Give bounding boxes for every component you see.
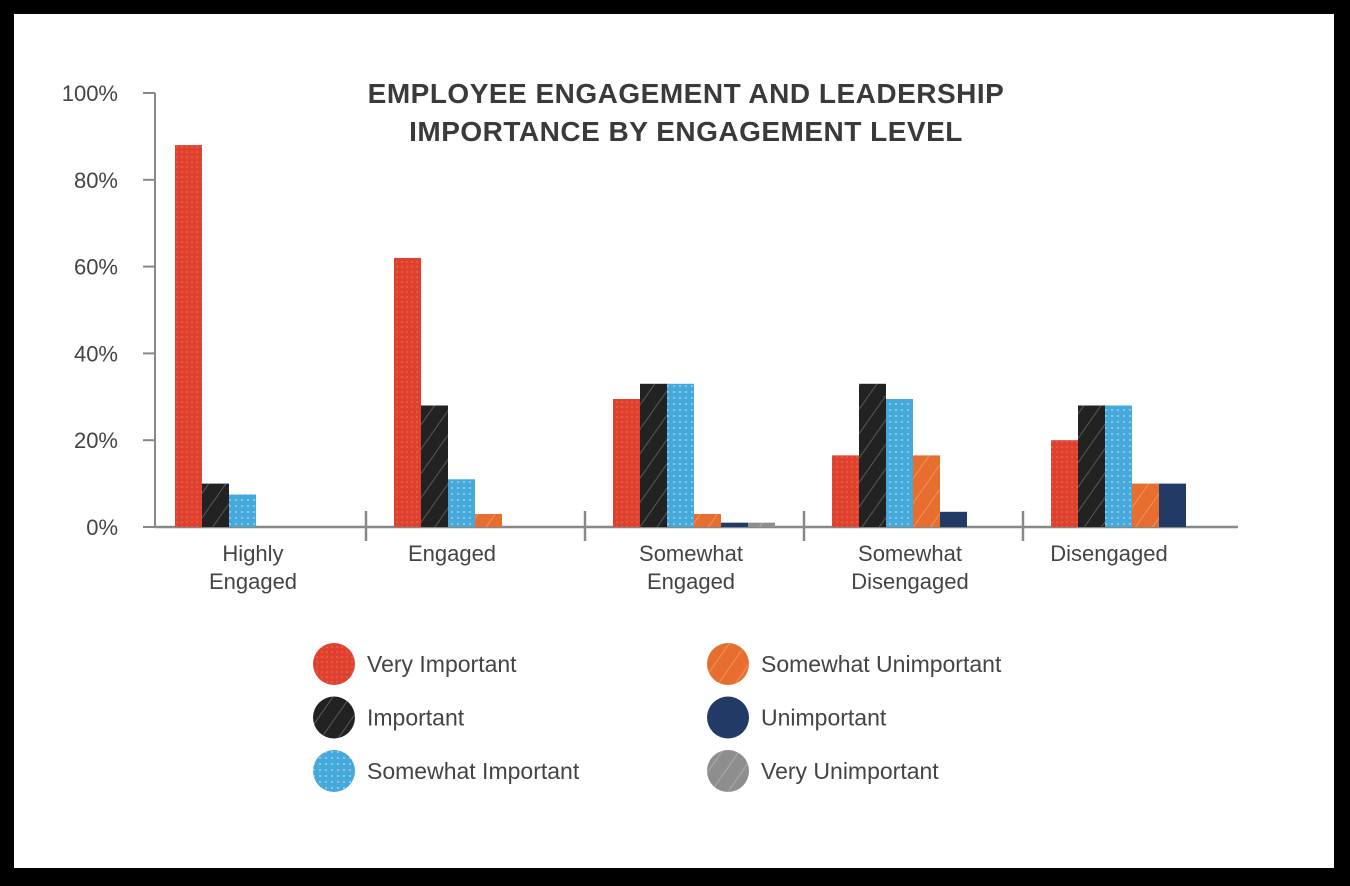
bar-texture (640, 383, 667, 527)
bar-texture (613, 398, 640, 527)
legend-swatch-texture (313, 696, 355, 739)
legend-label: Very Unimportant (761, 758, 939, 784)
y-tick-label: 100% (62, 81, 118, 106)
bar-unimportant (940, 511, 967, 527)
legend-label: Unimportant (761, 705, 887, 731)
x-category-label: Disengaged (851, 569, 968, 594)
x-category-label: Engaged (647, 569, 735, 594)
bar-texture (748, 522, 775, 527)
bar-texture (229, 494, 256, 527)
y-tick-label: 80% (74, 168, 118, 193)
bar-texture (202, 483, 229, 527)
bar-texture (1105, 405, 1132, 527)
legend-swatch-texture (313, 643, 355, 685)
x-category-label: Somewhat (858, 541, 962, 566)
y-tick-label: 60% (74, 255, 118, 280)
bar-texture (175, 145, 202, 527)
x-category-label: Engaged (408, 541, 496, 566)
bar-unimportant (721, 522, 748, 527)
bar-texture (1132, 483, 1159, 527)
legend-label: Somewhat Important (367, 758, 580, 784)
bar-texture (832, 455, 859, 527)
bar-texture (1078, 405, 1105, 527)
bar-texture (448, 479, 475, 527)
legend-label: Very Important (367, 651, 517, 677)
x-category-label: Highly (222, 541, 283, 566)
legend-label: Important (367, 705, 465, 731)
bar-texture (475, 513, 502, 527)
bar-texture (1051, 440, 1078, 527)
chart-title-line-2: IMPORTANCE BY ENGAGEMENT LEVEL (409, 116, 963, 147)
bar-texture (886, 398, 913, 527)
bar-texture (859, 383, 886, 527)
bar-texture (913, 455, 940, 527)
x-category-label: Disengaged (1050, 541, 1167, 566)
bar-unimportant (1159, 483, 1186, 527)
bar-texture (421, 405, 448, 527)
legend-swatch-texture (707, 643, 749, 685)
legend-swatch-texture (707, 750, 749, 792)
x-category-label: Somewhat (639, 541, 743, 566)
bar-texture (667, 383, 694, 527)
legend-swatch (707, 696, 749, 739)
y-tick-label: 20% (74, 428, 118, 453)
legend-swatch-texture (313, 750, 355, 792)
y-tick-label: 40% (74, 341, 118, 366)
x-category-label: Engaged (209, 569, 297, 594)
y-tick-label: 0% (86, 515, 118, 540)
chart-title-line-1: EMPLOYEE ENGAGEMENT AND LEADERSHIP (368, 78, 1005, 109)
legend-label: Somewhat Unimportant (761, 651, 1002, 677)
bar-texture (694, 513, 721, 527)
bar-texture (394, 257, 421, 527)
